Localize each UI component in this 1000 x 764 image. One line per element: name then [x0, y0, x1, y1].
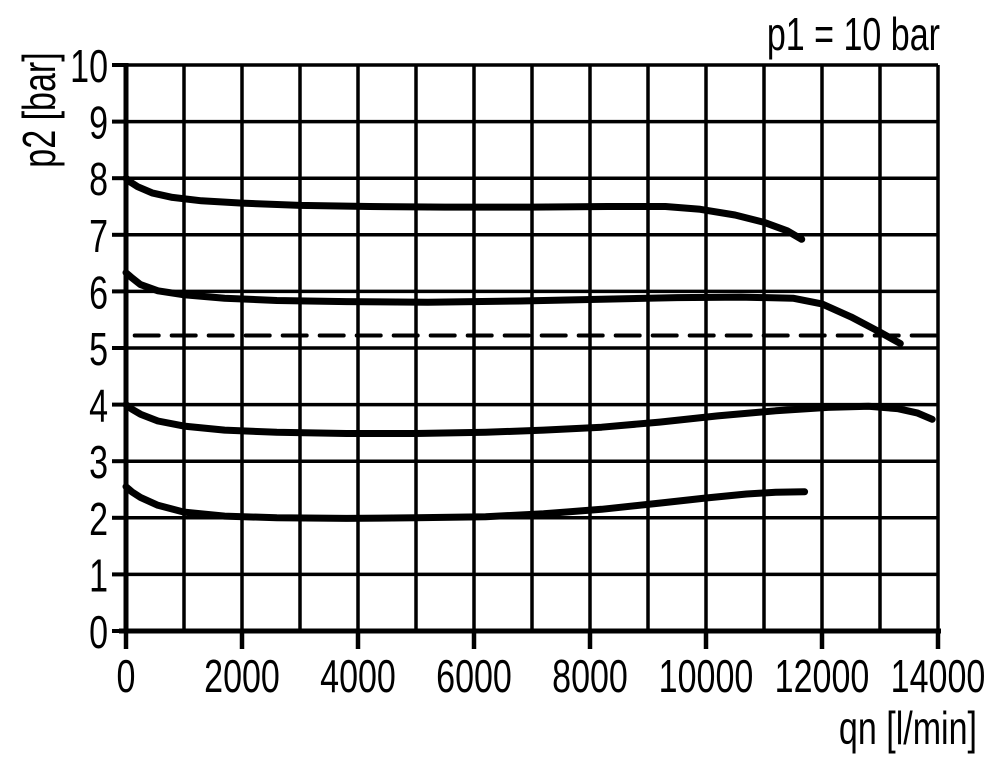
y-tick-label-group: 0	[89, 606, 108, 658]
x-axis-label-group: qn [l/min]	[839, 702, 977, 754]
y-tick-label: 10	[70, 40, 108, 92]
y-tick-label-group: 6	[89, 266, 108, 318]
x-axis-label: qn [l/min]	[839, 702, 977, 754]
y-tick-label: 5	[89, 323, 108, 375]
x-tick-label-group: 0	[117, 650, 136, 702]
x-tick-label: 12000	[775, 650, 870, 702]
x-tick-label: 2000	[204, 650, 280, 702]
y-tick-label: 8	[89, 153, 108, 205]
x-tick-label: 6000	[436, 650, 512, 702]
y-axis-label: p2 [bar]	[13, 52, 65, 167]
y-tick-label: 1	[89, 549, 108, 601]
x-tick-label: 8000	[552, 650, 628, 702]
y-tick-label: 2	[89, 493, 108, 545]
x-tick-label: 10000	[659, 650, 754, 702]
data-curves	[122, 174, 940, 522]
x-tick-label-group: 14000	[891, 650, 986, 702]
curve-regulation-curve-setpoint-2.0-bar	[122, 483, 809, 522]
tick-labels: 0 2000 4000 6000 8000 10000 12000 14000 01234567…	[70, 40, 985, 702]
x-tick-label: 0	[117, 650, 136, 702]
y-tick-label: 7	[89, 210, 108, 262]
x-tick-label: 4000	[320, 650, 396, 702]
curve-regulation-curve-setpoint-7.5-bar	[122, 174, 806, 243]
x-tick-label-group: 10000	[659, 650, 754, 702]
y-tick-label-group: 9	[89, 97, 108, 149]
y-tick-label-group: 7	[89, 210, 108, 262]
chart-title-group: p1 = 10 bar	[767, 8, 940, 60]
y-tick-label: 9	[89, 97, 108, 149]
y-tick-label-group: 1	[89, 549, 108, 601]
y-axis-label-group: p2 [bar]	[13, 52, 65, 167]
x-tick-label: 14000	[891, 650, 986, 702]
x-tick-label-group: 12000	[775, 650, 870, 702]
y-tick-label-group: 4	[89, 380, 108, 432]
y-tick-label-group: 3	[89, 436, 108, 488]
chart-title: p1 = 10 bar	[767, 8, 940, 60]
curve-regulation-curve-setpoint-5.8-bar	[122, 269, 904, 347]
y-tick-label-group: 2	[89, 493, 108, 545]
grid-lines	[124, 63, 940, 633]
y-tick-label: 0	[89, 606, 108, 658]
x-tick-label-group: 4000	[320, 650, 396, 702]
y-tick-label: 3	[89, 436, 108, 488]
y-tick-label: 4	[89, 380, 108, 432]
y-tick-label-group: 5	[89, 323, 108, 375]
axes	[112, 63, 941, 649]
curve-regulation-curve-setpoint-3.5-bar	[122, 401, 936, 437]
y-tick-label-group: 8	[89, 153, 108, 205]
y-tick-label-group: 10	[70, 40, 108, 92]
y-tick-label: 6	[89, 266, 108, 318]
x-tick-label-group: 8000	[552, 650, 628, 702]
x-tick-label-group: 2000	[204, 650, 280, 702]
x-tick-label-group: 6000	[436, 650, 512, 702]
